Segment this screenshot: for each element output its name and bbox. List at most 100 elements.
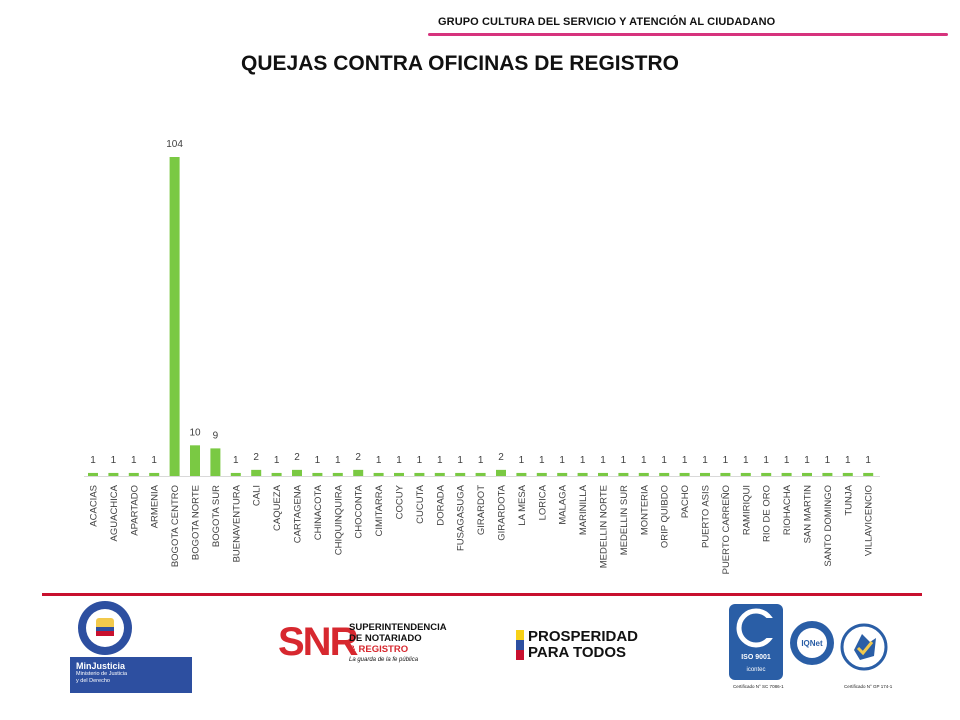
snr-tagline: La guarda de la fe pública xyxy=(349,657,419,663)
category-label: ACACIAS xyxy=(89,485,100,527)
category-label: SAN MARTIN xyxy=(803,485,814,544)
prosperidad-line-2: PARA TODOS xyxy=(528,644,627,661)
category-label: FUSAGASUGA xyxy=(456,484,467,551)
category-label: BOGOTA SUR xyxy=(211,485,222,547)
data-label: 1 xyxy=(519,455,525,466)
snr-acronym: SNR xyxy=(278,620,358,664)
bar-pacho xyxy=(679,472,690,476)
bar-ramiriqui xyxy=(740,472,751,476)
data-label: 1 xyxy=(539,455,545,466)
bar-cucuta xyxy=(414,472,425,476)
data-label: 1 xyxy=(417,455,423,466)
data-label: 1 xyxy=(682,455,688,466)
category-label: DORADA xyxy=(435,484,446,525)
data-label: 2 xyxy=(253,452,259,463)
category-label: LA MESA xyxy=(517,484,528,525)
data-label: 1 xyxy=(865,455,871,466)
category-label: PACHO xyxy=(680,485,691,518)
data-label: 1 xyxy=(457,455,463,466)
snr-logo-text: SUPERINTENDENCIA DE NOTARIADO & REGISTRO… xyxy=(349,622,447,666)
data-label: 9 xyxy=(213,430,219,441)
category-label: CALI xyxy=(252,485,263,506)
data-label: 1 xyxy=(804,455,810,466)
data-label: 2 xyxy=(294,452,300,463)
data-label: 1 xyxy=(111,455,117,466)
snr-line-2: DE NOTARIADO xyxy=(349,633,422,644)
data-label: 10 xyxy=(189,427,201,438)
data-label: 1 xyxy=(131,455,137,466)
bar-cartagena xyxy=(292,469,302,476)
category-label: MONTERIA xyxy=(639,484,650,535)
category-label: CARTAGENA xyxy=(293,484,304,543)
bar-orip-quibdo xyxy=(659,472,670,476)
category-label: TUNJA xyxy=(843,484,854,515)
category-label: MEDELLIN NORTE xyxy=(599,485,610,568)
data-label: 1 xyxy=(825,455,831,466)
category-label: CAQUEZA xyxy=(272,484,283,531)
bar-girardot xyxy=(475,472,486,476)
bar-san-martin xyxy=(802,472,812,476)
bar-fusagasuga xyxy=(455,472,466,476)
bar-bogota-norte xyxy=(190,445,200,476)
data-label: 1 xyxy=(559,455,565,466)
data-label: 1 xyxy=(661,455,667,466)
category-label: BOGOTA NORTE xyxy=(191,485,202,560)
bar-puerto-asis xyxy=(700,472,710,476)
bar-buenaventura xyxy=(230,472,241,476)
data-label: 1 xyxy=(784,455,790,466)
category-label: SANTO DOMINGO xyxy=(823,485,834,567)
snr-line-1: SUPERINTENDENCIA xyxy=(349,622,447,633)
bar-medellin-norte xyxy=(598,472,608,476)
data-label: 1 xyxy=(478,455,484,466)
category-label: LORICA xyxy=(537,484,548,520)
data-label: 1 xyxy=(315,455,321,466)
bar-chart: 1 ACACIAS 1 AGUACHICA 1 APARTADO 1 ARMENIA 104 BO… xyxy=(84,139,880,574)
data-label: 1 xyxy=(396,455,402,466)
data-label: 1 xyxy=(600,455,606,466)
category-label: AGUACHICA xyxy=(109,484,120,541)
bar-acacias xyxy=(88,472,98,476)
minjusticia-logo: MinJusticia Ministerio de Justicia y del… xyxy=(70,657,192,693)
data-label: 1 xyxy=(376,455,382,466)
snr-line-3: & REGISTRO xyxy=(349,644,409,655)
bar-chinacota xyxy=(312,472,323,476)
colombia-seal-logo xyxy=(78,601,132,655)
header-divider xyxy=(428,33,948,36)
bar-lorica xyxy=(536,472,547,476)
bar-villavicencio xyxy=(863,472,874,476)
prosperidad-line-1: PROSPERIDAD xyxy=(528,628,639,645)
category-label: CUCUTA xyxy=(415,484,426,524)
category-label: CHINACOTA xyxy=(313,484,324,540)
category-label: PUERTO CARREÑO xyxy=(721,485,732,574)
bar-puerto-carreño xyxy=(720,472,731,476)
category-label: RAMIRIQUI xyxy=(741,485,752,535)
data-label: 1 xyxy=(90,455,96,466)
bar-tunja xyxy=(842,472,853,476)
gp-certification-seal-icon xyxy=(840,623,888,671)
prosperidad-logo: PROSPERIDAD PARA TODOS xyxy=(528,629,638,661)
data-label: 104 xyxy=(166,139,183,150)
certificate-number-2: Certificado N° GP 174-1 xyxy=(844,684,893,689)
category-label: VILLAVICENCIO xyxy=(864,485,875,556)
data-label: 2 xyxy=(498,452,504,463)
data-label: 1 xyxy=(580,455,586,466)
bar-monteria xyxy=(638,472,649,476)
bar-la-mesa xyxy=(516,472,527,476)
minjusticia-subtitle-2: y del Derecho xyxy=(76,678,110,684)
category-label: ARMENIA xyxy=(150,484,161,528)
data-label: 1 xyxy=(702,455,708,466)
category-label: MALAGA xyxy=(558,484,569,524)
data-label: 1 xyxy=(437,455,443,466)
data-label: 1 xyxy=(763,455,769,466)
data-label: 1 xyxy=(723,455,729,466)
iso-label: ISO 9001 xyxy=(741,654,771,661)
category-label: BOGOTA CENTRO xyxy=(170,485,181,567)
data-label: 1 xyxy=(274,455,280,466)
bar-riohacha xyxy=(781,472,792,476)
category-label: RIO DE ORO xyxy=(762,485,773,542)
data-label: 1 xyxy=(743,455,749,466)
iqnet-label: IQNet xyxy=(801,639,823,648)
category-label: CIMITARRA xyxy=(374,484,385,536)
category-label: BUENAVENTURA xyxy=(231,484,242,562)
certificate-number-1: Certificado N° SC 7086-1 xyxy=(733,684,784,689)
